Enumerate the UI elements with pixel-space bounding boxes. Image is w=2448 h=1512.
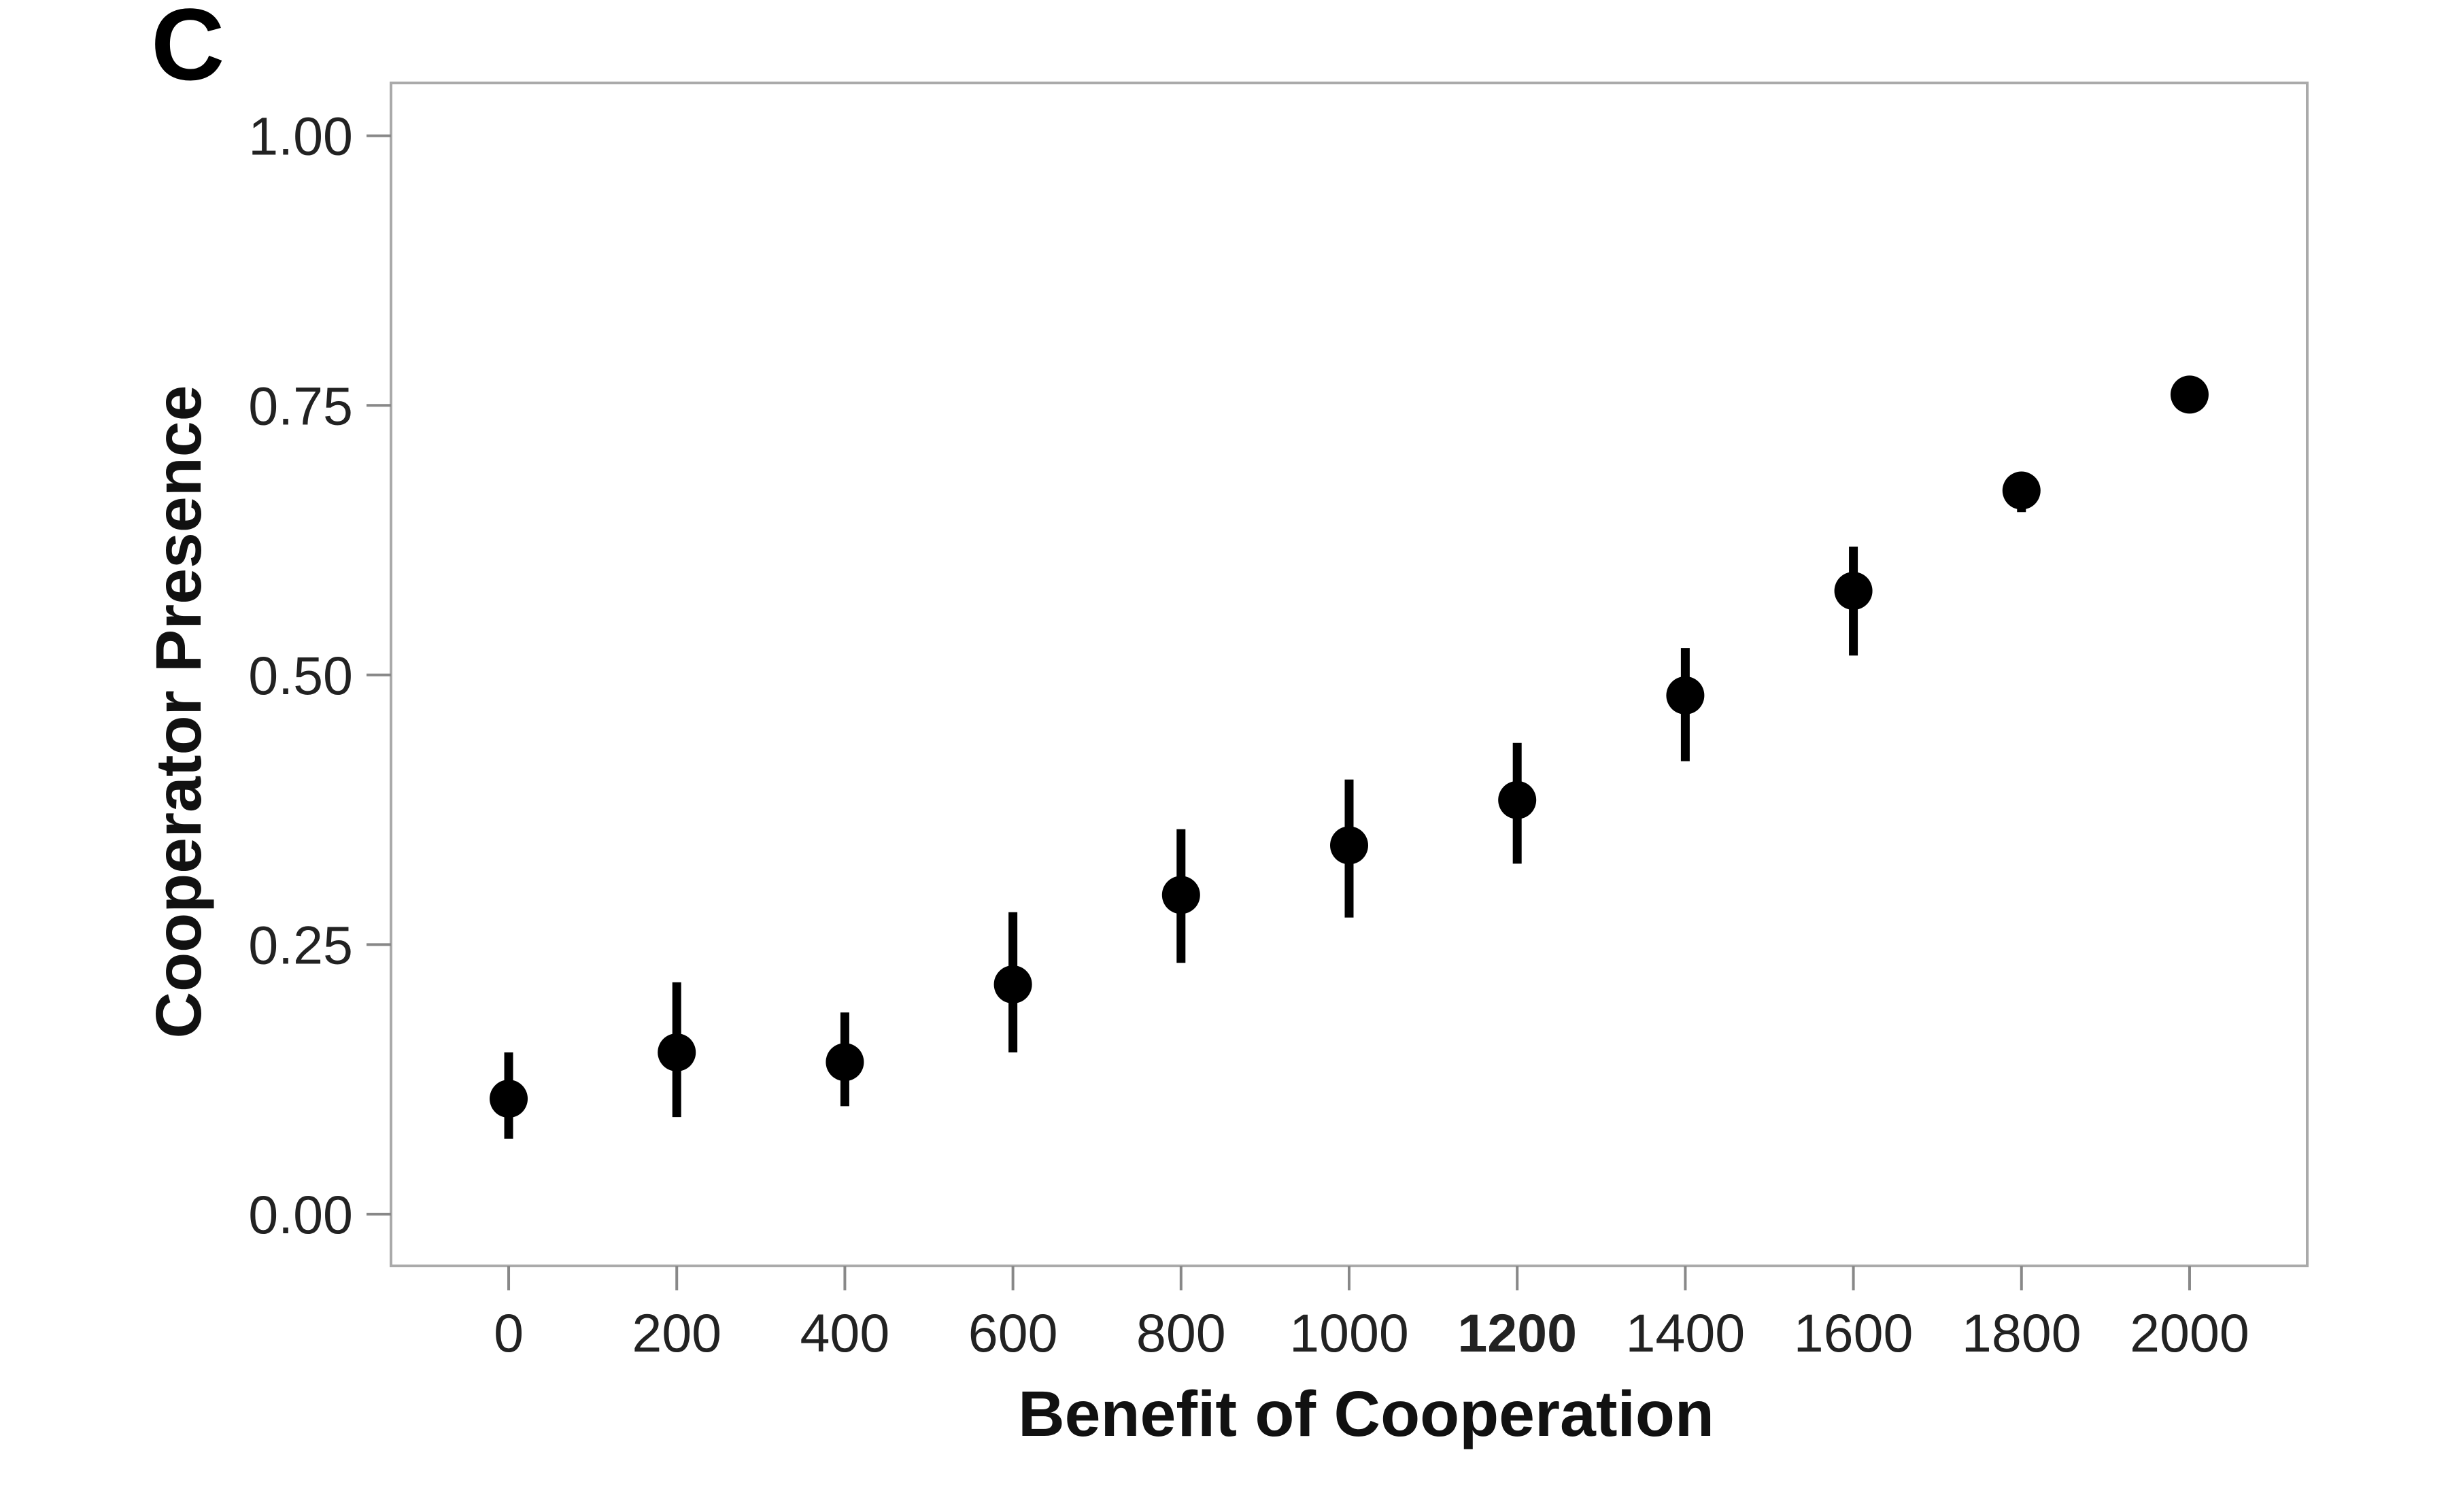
data-point [1498, 780, 1537, 819]
y-tick-label: 0.75 [248, 375, 353, 436]
x-tick-label: 1800 [1962, 1303, 2081, 1363]
x-tick-label: 800 [1136, 1303, 1226, 1363]
x-tick-label: 1600 [1794, 1303, 1914, 1363]
y-tick-label: 0.50 [248, 645, 353, 706]
panel-letter: C [151, 0, 224, 101]
data-point [1834, 572, 1873, 611]
x-tick-label: 1000 [1289, 1303, 1409, 1363]
y-tick-label: 0.00 [248, 1184, 353, 1245]
y-tick-label: 0.25 [248, 914, 353, 975]
x-tick-label: 1200 [1457, 1303, 1577, 1363]
x-tick-label: 200 [632, 1303, 721, 1363]
data-point [826, 1043, 864, 1082]
data-point [2002, 471, 2041, 510]
data-point [1161, 876, 1200, 914]
x-tick-label: 400 [800, 1303, 890, 1363]
data-point [993, 965, 1032, 1004]
y-axis: 0.00 0.25 0.50 0.75 1.00 [248, 106, 391, 1245]
x-axis: 0 200 400 600 800 1000 1200 1400 1600 1800 2000 [494, 1266, 2249, 1363]
data-point [2170, 375, 2209, 414]
data-point [1666, 676, 1705, 715]
x-tick-label: 600 [968, 1303, 1058, 1363]
x-tick-label: 1400 [1626, 1303, 1746, 1363]
x-axis-title: Benefit of Cooperation [1018, 1378, 1714, 1450]
x-tick-label: 2000 [2130, 1303, 2249, 1363]
data-point [1330, 826, 1368, 865]
data-point [658, 1033, 696, 1071]
data-points-layer [490, 375, 2209, 1139]
y-axis-title: Cooperator Presence [143, 385, 215, 1039]
y-tick-label: 1.00 [248, 106, 353, 167]
data-point [490, 1080, 528, 1118]
x-tick-label: 0 [494, 1303, 524, 1363]
